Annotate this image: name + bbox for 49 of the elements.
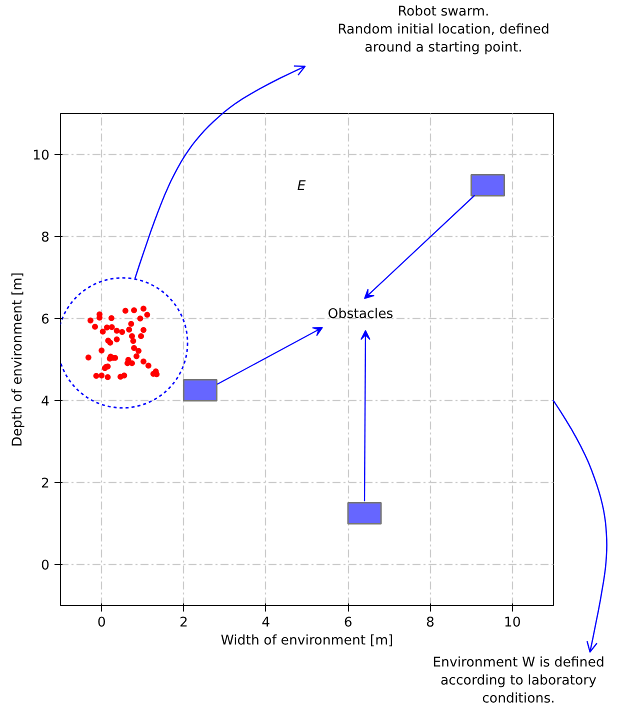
point bbox=[131, 307, 138, 314]
point bbox=[92, 324, 98, 330]
y-tick-label: 4 bbox=[41, 394, 50, 410]
y-axis-title: Depth of environment [m] bbox=[10, 272, 26, 447]
y-tick-label: 6 bbox=[41, 312, 50, 328]
point bbox=[108, 315, 114, 322]
point bbox=[114, 328, 120, 334]
point bbox=[140, 326, 146, 333]
y-tick-label: 0 bbox=[41, 558, 50, 574]
point bbox=[87, 318, 94, 324]
point bbox=[100, 328, 106, 335]
point bbox=[136, 348, 142, 354]
point bbox=[98, 372, 105, 378]
point bbox=[144, 312, 150, 318]
point bbox=[93, 372, 100, 379]
y-tick-label: 10 bbox=[32, 148, 50, 164]
point bbox=[128, 320, 134, 327]
point bbox=[108, 324, 115, 330]
point bbox=[104, 324, 110, 331]
text: Environment W is defined according to laboratory conditions. bbox=[432, 656, 604, 706]
x-axis-title: Width of environment [m] bbox=[220, 634, 394, 648]
point bbox=[131, 345, 138, 352]
point bbox=[130, 338, 136, 344]
annotation: E bbox=[297, 179, 306, 194]
text: Robot swarm. Random initial location, defined around a starting point. bbox=[338, 4, 550, 56]
point bbox=[137, 316, 144, 322]
point bbox=[121, 372, 128, 378]
point bbox=[104, 374, 111, 380]
point bbox=[140, 358, 146, 365]
point bbox=[126, 326, 132, 333]
x-tick-label: 8 bbox=[426, 616, 434, 630]
point bbox=[122, 308, 128, 314]
annotation: Obstacles bbox=[328, 307, 394, 322]
x-tick-label: 4 bbox=[262, 616, 270, 630]
point bbox=[98, 347, 105, 354]
point bbox=[134, 353, 140, 360]
point bbox=[114, 336, 120, 342]
x-tick-label: 0 bbox=[97, 616, 106, 630]
point bbox=[128, 333, 135, 340]
point bbox=[145, 362, 152, 369]
point bbox=[138, 333, 144, 340]
x-tick-label: 6 bbox=[344, 616, 352, 630]
x-tick-label: 10 bbox=[504, 616, 521, 630]
point bbox=[85, 354, 92, 360]
x-tick-label: 2 bbox=[180, 616, 188, 630]
y-tick-label: 2 bbox=[41, 476, 50, 492]
point bbox=[119, 329, 126, 336]
y-tick-label: 8 bbox=[41, 230, 50, 246]
point bbox=[140, 306, 146, 312]
